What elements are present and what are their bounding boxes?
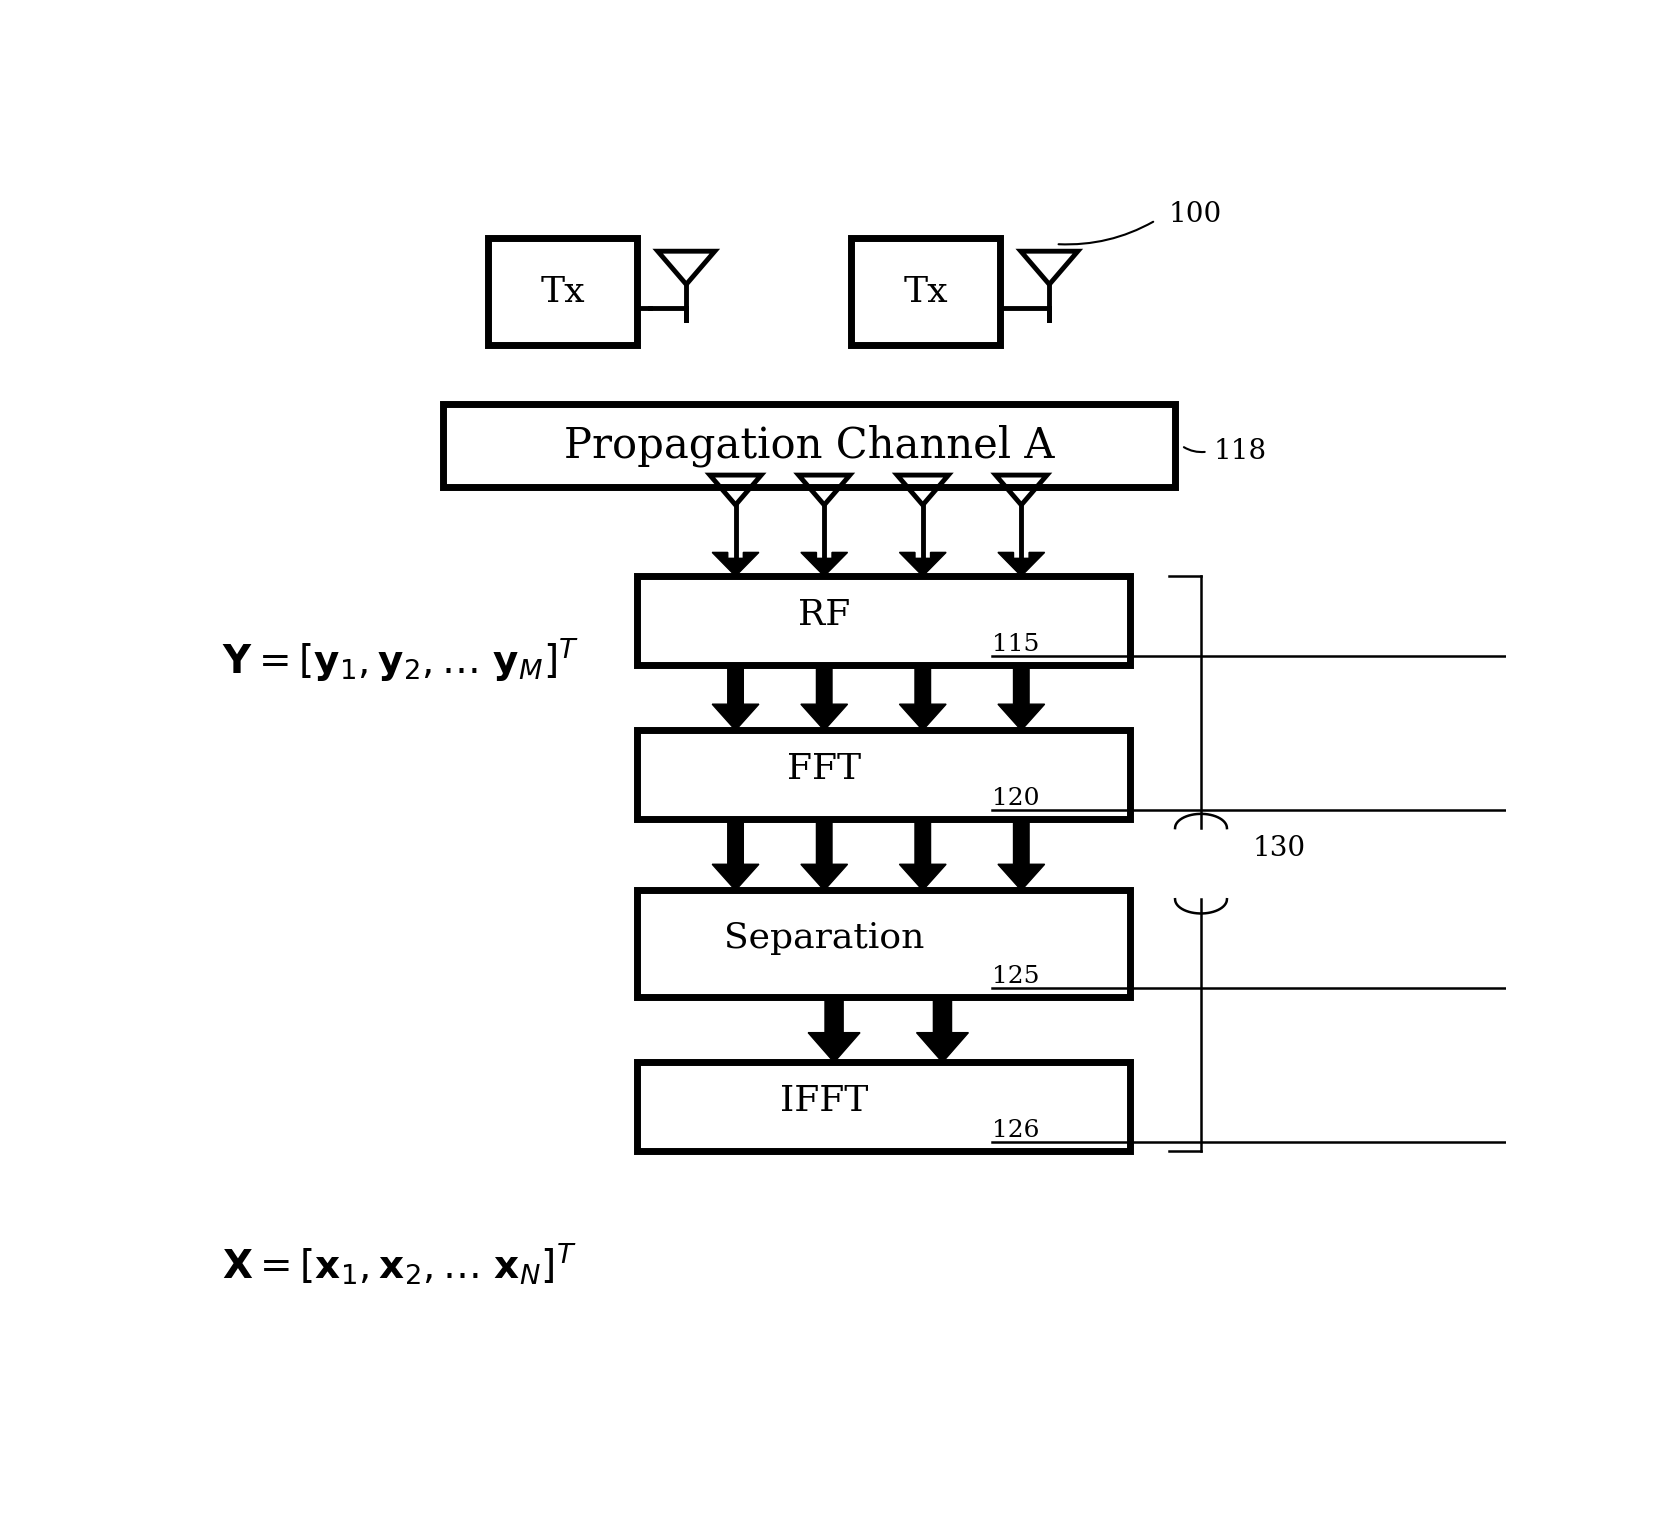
Text: RF: RF — [798, 598, 850, 631]
Polygon shape — [900, 553, 947, 576]
Text: Tx: Tx — [903, 274, 949, 308]
Bar — [852, 239, 1000, 345]
Bar — [637, 1063, 1129, 1152]
Text: $\mathbf{X} = [\mathbf{x}_1, \mathbf{x}_2, \ldots\ \mathbf{x}_N]^T$: $\mathbf{X} = [\mathbf{x}_1, \mathbf{x}_… — [223, 1241, 577, 1286]
Text: Tx: Tx — [540, 274, 586, 308]
Bar — [637, 890, 1129, 996]
Polygon shape — [713, 553, 760, 576]
Text: 120: 120 — [992, 787, 1039, 810]
Polygon shape — [917, 996, 969, 1063]
Polygon shape — [999, 553, 1044, 576]
Bar — [489, 239, 637, 345]
Text: 126: 126 — [992, 1118, 1039, 1141]
Text: Separation: Separation — [724, 921, 925, 955]
Polygon shape — [999, 665, 1044, 730]
Text: 115: 115 — [992, 633, 1039, 656]
Text: $\mathbf{Y} = [\mathbf{y}_1, \mathbf{y}_2, \ldots\ \mathbf{y}_M]^T$: $\mathbf{Y} = [\mathbf{y}_1, \mathbf{y}_… — [223, 636, 579, 682]
Polygon shape — [801, 819, 848, 890]
Bar — [637, 576, 1129, 665]
Text: 118: 118 — [1215, 437, 1266, 465]
Polygon shape — [900, 665, 947, 730]
Polygon shape — [801, 665, 848, 730]
Polygon shape — [801, 553, 848, 576]
Polygon shape — [808, 996, 860, 1063]
Text: 130: 130 — [1253, 835, 1307, 862]
Polygon shape — [713, 665, 760, 730]
Polygon shape — [999, 819, 1044, 890]
Text: Propagation Channel A: Propagation Channel A — [564, 425, 1054, 467]
Polygon shape — [900, 819, 947, 890]
Bar — [442, 403, 1174, 487]
Text: IFFT: IFFT — [780, 1084, 868, 1118]
Text: 100: 100 — [1168, 200, 1221, 228]
Text: FFT: FFT — [788, 752, 862, 785]
Bar — [637, 730, 1129, 819]
Polygon shape — [713, 819, 760, 890]
Text: 125: 125 — [992, 964, 1039, 987]
